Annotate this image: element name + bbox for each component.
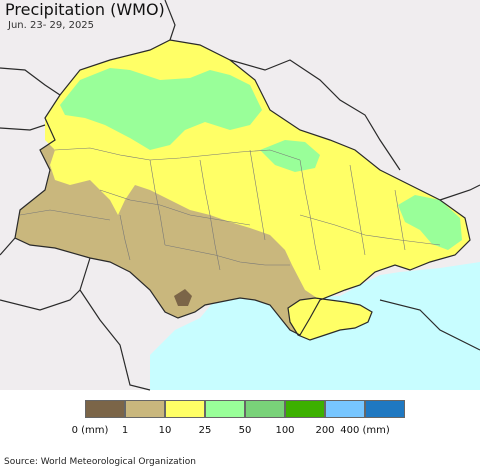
crimea-yellow [288, 298, 372, 340]
region-green-east [398, 195, 462, 250]
legend-label-0: 0 (mm) [71, 425, 109, 436]
oblast-borders [19, 147, 441, 271]
map-subtitle: Jun. 23- 29, 2025 [8, 20, 95, 31]
legend-label-5: 100 [275, 425, 295, 436]
legend-swatch-1 [125, 400, 165, 418]
legend-label-6: 200 [315, 425, 335, 436]
legend-label-7: 400 (mm) [340, 425, 390, 436]
legend-swatch-3 [205, 400, 245, 418]
legend-label-3: 25 [198, 425, 212, 436]
legend-swatch-6 [325, 400, 365, 418]
country-borders [0, 0, 480, 391]
region-green-northeast [260, 140, 320, 172]
legend-swatch-4 [245, 400, 285, 418]
legend-swatch-2 [165, 400, 205, 418]
legend-swatch-7 [365, 400, 405, 418]
region-darkbrown-0-1mm [174, 289, 192, 306]
legend-label-4: 50 [238, 425, 252, 436]
legend-label-2: 10 [158, 425, 172, 436]
region-green-north [60, 68, 262, 150]
source-credit: Source: World Meteorological Organizatio… [4, 457, 196, 467]
legend-label-1: 1 [121, 425, 129, 436]
legend-swatch-0 [85, 400, 125, 418]
legend-swatch-5 [285, 400, 325, 418]
map-title: Precipitation (WMO) [5, 0, 165, 19]
